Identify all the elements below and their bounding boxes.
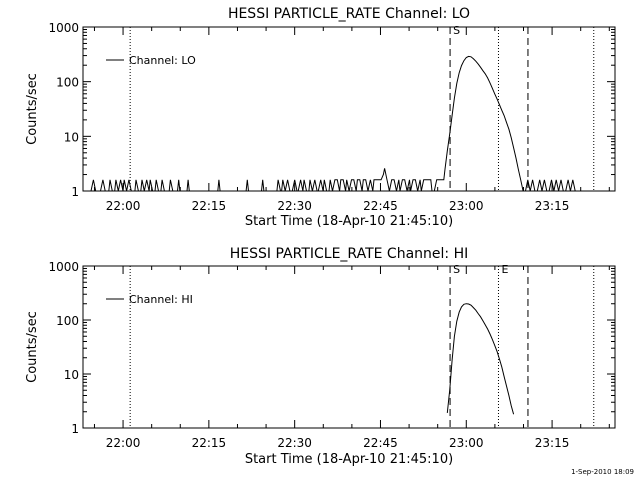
y-axis-label: Counts/sec [25,73,40,145]
legend-label: Channel: HI [129,293,193,306]
x-tick-label: 23:00 [449,436,484,450]
x-tick-label: 22:15 [192,199,227,213]
x-tick-label: 22:30 [277,436,312,450]
x-tick-label: 22:30 [277,199,312,213]
y-tick-label: 1000 [48,260,79,274]
time-marker-label: S [453,263,460,276]
x-tick-label: 22:00 [106,199,141,213]
plot-frame [82,265,616,429]
series-line [446,303,515,415]
panel-2: HESSI PARTICLE_RATE Channel: HI 22:00 22:1… [25,246,616,467]
panel-1: HESSI PARTICLE_RATE Channel: LO 22:00 22:1… [25,6,616,229]
y-tick-label: 100 [56,76,79,90]
legend-label: Channel: LO [129,54,196,67]
y-tick-label: 10 [64,368,79,382]
time-marker-label: S [453,24,460,37]
y-axis-label: Counts/sec [25,311,40,383]
footer-timestamp: 1-Sep-2010 18:09 [571,468,634,476]
y-tick-label: 1 [71,185,79,199]
x-tick-label: 22:45 [363,199,398,213]
x-axis-label: Start Time (18-Apr-10 21:45:10) [245,452,453,467]
chart-title: HESSI PARTICLE_RATE Channel: HI [230,246,468,262]
x-tick-label: 22:15 [192,436,227,450]
time-marker-label: E [501,263,508,276]
y-tick-label: 10 [64,130,79,144]
x-tick-label: 22:45 [363,436,398,450]
y-tick-label: 1 [71,422,79,436]
x-tick-label: 23:00 [449,199,484,213]
x-tick-label: 23:15 [535,436,570,450]
y-tick-label: 1000 [48,21,79,35]
x-tick-label: 23:15 [535,199,570,213]
x-tick-label: 22:00 [106,436,141,450]
y-tick-label: 100 [56,314,79,328]
chart-title: HESSI PARTICLE_RATE Channel: LO [228,6,470,22]
series-line [90,55,576,192]
x-axis-label: Start Time (18-Apr-10 21:45:10) [245,214,453,229]
